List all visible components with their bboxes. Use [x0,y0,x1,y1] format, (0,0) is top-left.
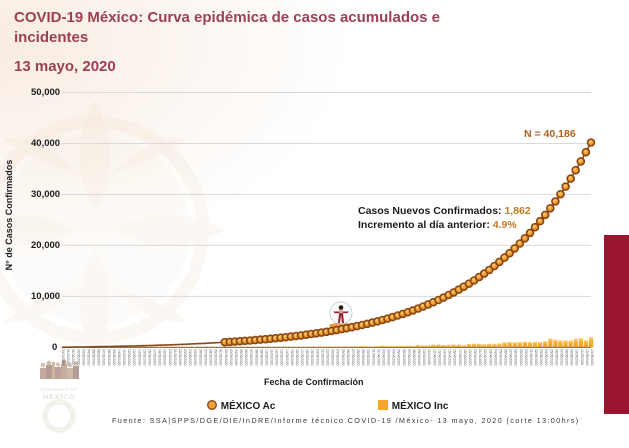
svg-text:GOBIERNO DE: GOBIERNO DE [40,387,77,392]
